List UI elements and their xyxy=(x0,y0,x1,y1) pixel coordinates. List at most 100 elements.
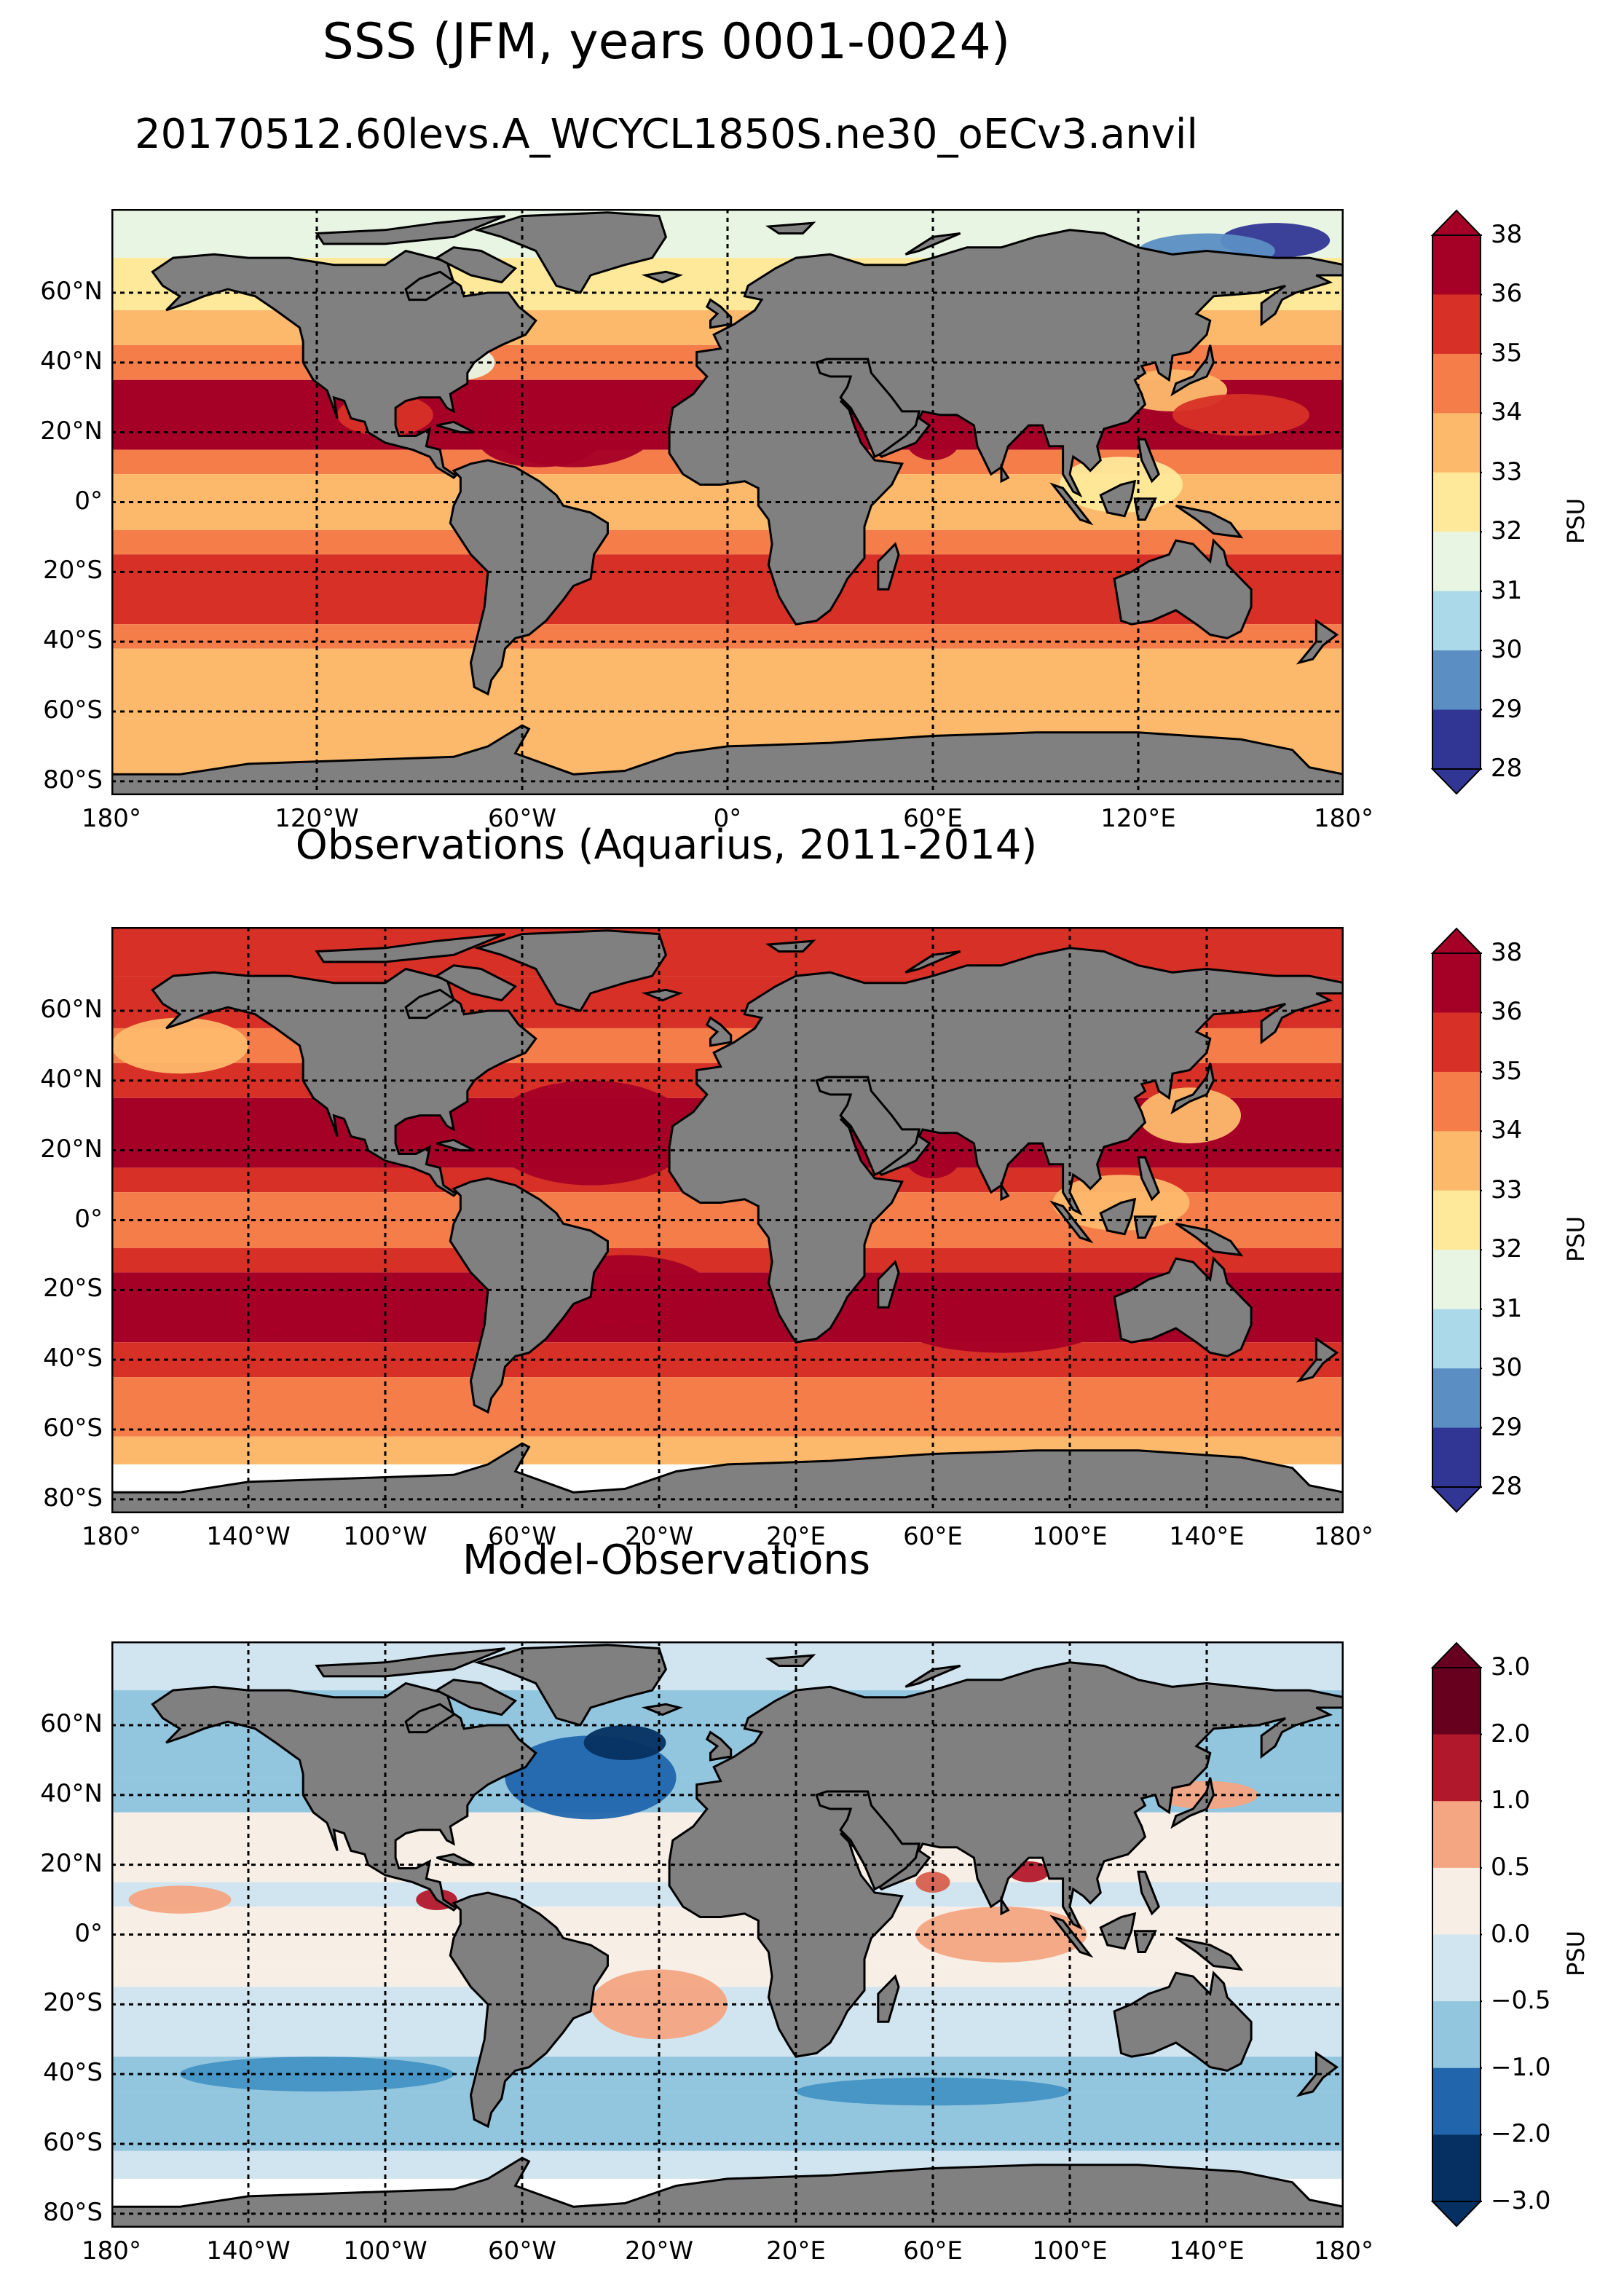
longitude-tick-label: 180° xyxy=(82,2236,141,2266)
colorbar-tick-label: 29 xyxy=(1491,694,1523,724)
longitude-tick-label: 20°E xyxy=(766,2236,826,2266)
salinity-patch xyxy=(488,1080,693,1186)
salinity-band xyxy=(111,1377,1344,1437)
salinity-patch xyxy=(231,1279,403,1336)
landmass-greenland xyxy=(473,1644,668,1727)
landmass-north-america xyxy=(151,249,537,479)
observations-colorbar xyxy=(1430,927,1482,1513)
colorbar-tick-label: 31 xyxy=(1491,1293,1523,1323)
latitude-tick-label: 0° xyxy=(74,1204,103,1234)
colorbar-max-extension xyxy=(1430,1641,1482,1668)
colorbar-segment xyxy=(1432,1250,1481,1310)
colorbar-tick-label: 32 xyxy=(1491,1234,1523,1264)
colorbar-segment xyxy=(1432,472,1481,532)
landmass-japan xyxy=(1170,1777,1215,1829)
colorbar-segment xyxy=(1432,1867,1481,1935)
landmass-madagascar xyxy=(877,542,900,591)
landmass-borneo xyxy=(1099,479,1137,518)
salinity-band xyxy=(111,2091,1344,2151)
landmass-africa-eurasia xyxy=(668,229,1344,626)
longitude-tick-label: 100°W xyxy=(343,1522,427,1551)
longitude-tick-label: 180° xyxy=(82,804,141,833)
colorbar-segment xyxy=(1432,1190,1481,1250)
colorbar-segment xyxy=(1432,1427,1481,1488)
landmass-cuba xyxy=(436,1138,475,1152)
colorbar-segment xyxy=(1432,709,1481,770)
map-frame xyxy=(111,927,1344,1513)
longitude-tick-label: 60°E xyxy=(903,804,963,833)
colorbar-tick-label: 36 xyxy=(1491,997,1523,1027)
observations-sss-map-panel: 60°N 40°N 20°N 0° 20°S 40°S 60°S 80°S 180° 140°W 1… xyxy=(40,927,1373,1551)
longitude-tick-label: 20°E xyxy=(766,1522,826,1551)
colorbar-tick-label: 0.5 xyxy=(1491,1852,1531,1882)
latitude-tick-label: 20°N xyxy=(40,416,103,446)
colorbar-tick-label: 30 xyxy=(1491,1353,1523,1383)
colorbar-segment xyxy=(1432,2134,1481,2202)
landmass-south-america xyxy=(449,1177,609,1414)
colorbar-tick-label: 3.0 xyxy=(1491,1652,1531,1681)
landmass-novaya xyxy=(904,232,961,256)
colorbar-tick-label: −2.0 xyxy=(1491,2119,1551,2149)
landmass-philippines xyxy=(1137,1870,1160,1916)
colorbar-tick-label: 33 xyxy=(1491,457,1523,486)
landmass-philippines xyxy=(1137,1156,1160,1202)
colorbar-tick-label: 36 xyxy=(1491,279,1523,309)
longitude-tick-label: 120°E xyxy=(1100,804,1176,833)
model-colorbar xyxy=(1430,209,1482,795)
landmass-sri-lanka xyxy=(1000,1181,1010,1202)
landmass-arctic-islands xyxy=(315,933,506,963)
colorbar-segment xyxy=(1432,1071,1481,1132)
longitude-tick-label: 60°E xyxy=(903,2236,963,2266)
landmass-new-guinea xyxy=(1175,1222,1244,1257)
colorbar-frame xyxy=(1432,234,1481,770)
longitude-tick-label: 180° xyxy=(1314,2236,1373,2266)
latitude-tick-label: 60°N xyxy=(40,277,103,306)
colorbar-tick-label: 38 xyxy=(1491,220,1523,249)
landmass-new-guinea xyxy=(1175,504,1244,539)
longitude-tick-label: 100°E xyxy=(1032,1522,1108,1551)
colorbar-tick-label: −3.0 xyxy=(1491,2186,1551,2215)
salinity-patch xyxy=(591,1969,728,2040)
colorbar-tick-label: 38 xyxy=(1491,938,1523,967)
colorbar-segment xyxy=(1432,650,1481,711)
colorbar-segment xyxy=(1432,953,1481,1013)
salinity-band xyxy=(111,624,1344,649)
colorbar-tick-label: −1.0 xyxy=(1491,2052,1551,2082)
salinity-patch xyxy=(796,2077,1070,2106)
colorbar-segment xyxy=(1432,1309,1481,1369)
longitude-tick-label: 180° xyxy=(82,1522,141,1551)
colorbar-segment xyxy=(1432,2001,1481,2069)
latitude-tick-label: 80°S xyxy=(43,765,103,794)
latitude-tick-label: 60°S xyxy=(43,695,103,725)
landmass-baffin xyxy=(434,246,518,284)
landmass-novaya xyxy=(904,1665,961,1688)
colorbar-segment xyxy=(1432,591,1481,651)
colorbar-tick-label: 30 xyxy=(1491,635,1523,665)
salinity-patch xyxy=(128,1885,232,1914)
latitude-tick-label: 80°S xyxy=(43,2197,103,2227)
colorbar-segment xyxy=(1432,532,1481,592)
landmass-arctic-islands xyxy=(315,1647,506,1678)
salinity-band xyxy=(111,1247,1344,1273)
latitude-tick-label: 40°N xyxy=(40,1064,103,1094)
landmass-africa-eurasia xyxy=(668,947,1344,1344)
salinity-patch xyxy=(1172,393,1309,436)
colorbar-unit-label: PSU xyxy=(1562,497,1590,544)
colorbar-min-extension xyxy=(1430,768,1482,795)
salinity-patch xyxy=(1138,1087,1241,1144)
landmass-baffin xyxy=(434,1679,518,1716)
colorbar-tick-label: 34 xyxy=(1491,398,1523,427)
colorbar-segment xyxy=(1432,413,1481,473)
landmass-greenland xyxy=(473,211,668,294)
map-canvas xyxy=(111,1641,1344,2228)
landmass-sumatra xyxy=(1049,1915,1094,1958)
figure-subtitle: 20170512.60levs.A_WCYCL1850S.ne30_oECv3.… xyxy=(135,111,1198,158)
landmass-uk xyxy=(705,1016,733,1047)
colorbar-min-extension xyxy=(1430,2201,1482,2228)
colorbar-segment xyxy=(1432,1131,1481,1191)
model-sss-map-panel: 60°N 40°N 20°N 0° 20°S 40°S 60°S 80°S 180° 120°W 6… xyxy=(40,209,1373,833)
longitude-tick-label: 20°W xyxy=(625,2236,693,2266)
landmass-australia xyxy=(1113,1971,1253,2072)
latitude-tick-label: 0° xyxy=(74,486,103,516)
longitude-tick-label: 100°W xyxy=(343,2236,427,2266)
